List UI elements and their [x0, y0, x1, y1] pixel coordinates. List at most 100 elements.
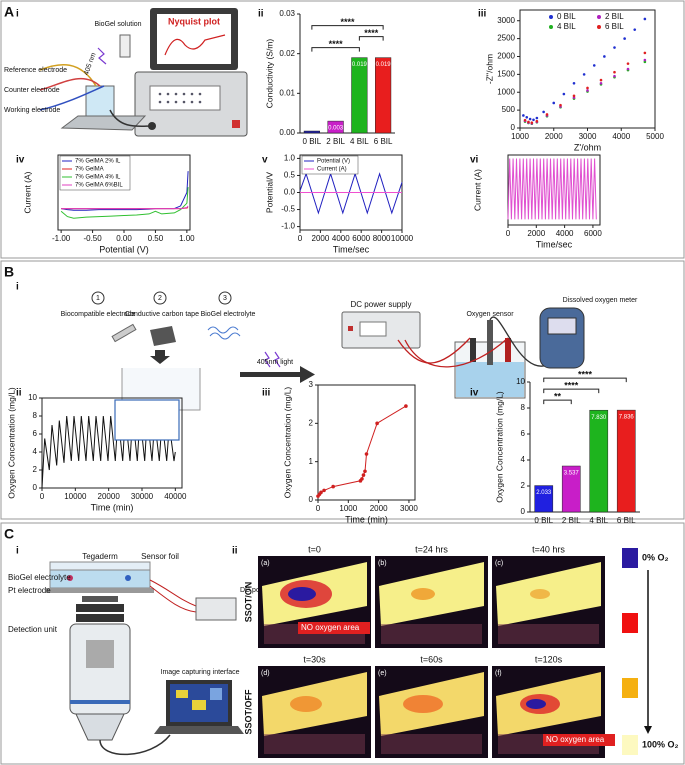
x-tick-label: 20000	[98, 492, 121, 501]
y-tick-label: 4	[33, 447, 38, 456]
y-tick-label: 0	[521, 507, 526, 516]
x-tick-label: 2000	[527, 229, 545, 238]
y-tick-label: 4	[521, 455, 526, 464]
y-axis-label: Conductivity (S/m)	[264, 39, 274, 109]
legend-label: 2 BIL	[605, 12, 624, 21]
diagram-label: Tegaderm	[82, 552, 118, 561]
bar	[616, 409, 636, 513]
x-tick-label: 4000	[556, 229, 574, 238]
value-label: 2.033	[536, 490, 552, 496]
photo-note: NO oxygen area	[546, 735, 605, 744]
data-point	[586, 86, 589, 90]
x-tick-label: 2 BIL	[326, 137, 345, 146]
y-tick-label: 500	[502, 105, 516, 114]
diagram-label: 405nm light	[257, 359, 293, 366]
photo-time: t=24 hrs	[415, 544, 448, 554]
scale-label: 100% O₂	[642, 739, 679, 749]
x-tick-label: 6000	[584, 229, 602, 238]
y-tick-label: 0.00	[279, 128, 295, 137]
photo-note: NO oxygen area	[301, 623, 360, 632]
y-axis-label: Oxygen Concentration (mg/L)	[494, 391, 504, 503]
photo-region	[411, 588, 435, 600]
y-tick-label: 1000	[497, 87, 515, 96]
legend-frame	[59, 155, 131, 191]
x-tick-label: 0.50	[148, 234, 164, 243]
scale-label: 0% O₂	[642, 552, 669, 562]
photo-tag: (b)	[378, 560, 387, 567]
x-tick-label: 1000	[339, 504, 357, 513]
diagram-label: Conductive carbon tape	[125, 311, 199, 318]
value-label: 3.537	[564, 471, 580, 477]
y-tick-label: 8	[521, 403, 526, 412]
data-point	[599, 82, 603, 85]
y-tick-label: 0.5	[284, 171, 296, 180]
data-point	[572, 82, 576, 85]
x-tick-label: 5000	[646, 132, 664, 141]
data-point	[643, 51, 647, 55]
data-point	[572, 94, 576, 98]
significance-bracket	[543, 388, 600, 394]
section-frame	[0, 522, 685, 765]
diagram-label: Reference electrode	[4, 67, 67, 74]
y-tick-label: 2500	[497, 34, 515, 43]
plot-frame	[519, 9, 656, 129]
photo-region	[530, 589, 550, 599]
setup-drawing	[39, 8, 248, 137]
diagram-label: 2	[158, 295, 162, 302]
bar	[351, 57, 368, 134]
legend-marker	[597, 25, 601, 29]
x-tick-label: 2000	[370, 504, 388, 513]
data-point	[626, 67, 630, 71]
oxygen-setup-drawing	[91, 291, 585, 411]
x-tick-label: -1.00	[52, 234, 71, 243]
data-point	[613, 74, 616, 78]
note-box	[543, 734, 615, 746]
legend-label: 0 BIL	[557, 12, 576, 21]
data-line	[317, 405, 407, 497]
x-tick-label: 0	[298, 234, 303, 243]
panel-sublabel: i	[16, 546, 19, 557]
data-point	[562, 92, 566, 96]
legend-label: 7% GelMA	[75, 167, 104, 173]
x-tick-label: 30000	[131, 492, 154, 501]
legend-frame	[301, 155, 359, 175]
y-tick-label: 2	[521, 481, 526, 490]
legend-marker	[549, 25, 553, 29]
panel-sublabel: i	[16, 9, 19, 20]
bar	[375, 57, 392, 134]
data-point	[523, 118, 527, 122]
photo-region	[288, 587, 316, 601]
panel-sublabel: i	[16, 282, 19, 293]
x-tick-label: 3000	[579, 132, 597, 141]
y-axis-label: -Z''/ohm	[484, 54, 494, 84]
value-label: 0.019	[352, 62, 368, 68]
bar	[303, 130, 320, 134]
photo-speckle	[498, 624, 599, 644]
x-tick-label: 2000	[312, 234, 330, 243]
data-point	[361, 473, 366, 477]
y-tick-label: 0	[511, 123, 516, 132]
data-point	[404, 404, 408, 408]
data-point	[545, 113, 549, 116]
x-axis-label: Time (min)	[91, 502, 134, 512]
data-line	[507, 158, 597, 220]
y-tick-label: 3	[309, 380, 314, 389]
legend-label: 6 BIL	[605, 22, 624, 31]
x-tick-label: 2 BIL	[562, 516, 581, 525]
y-tick-label: 8	[33, 411, 38, 420]
color-scale	[622, 548, 652, 755]
bar	[561, 465, 581, 513]
data-point	[559, 103, 562, 107]
data-point	[528, 117, 532, 121]
value-label: 7.836	[619, 415, 635, 421]
legend-label: 7% GelMA 2% IL	[75, 159, 121, 165]
photo-tag: (a)	[261, 560, 270, 567]
y-tick-label: -0.5	[281, 205, 295, 214]
legend-marker	[597, 15, 601, 19]
data-point	[322, 488, 326, 493]
data-point	[363, 469, 367, 474]
diagram-label: 3	[223, 295, 227, 302]
data-point	[643, 17, 647, 21]
